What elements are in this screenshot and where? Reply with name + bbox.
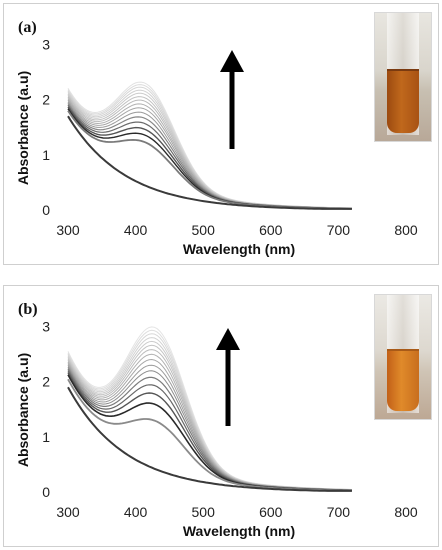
vial-photo-b xyxy=(374,294,432,420)
chart-panel-b: (b) 300 400 500 600 700 800 0 1 2 3 Wavelength (n… xyxy=(3,285,439,547)
x-tick-label: 500 xyxy=(192,504,216,520)
x-axis-title-b: Wavelength (nm) xyxy=(183,523,295,539)
y-tick-label: 0 xyxy=(42,484,50,500)
series-line-b-8 xyxy=(67,358,352,491)
y-tick-label: 1 xyxy=(42,429,50,445)
series-line-a-0 xyxy=(67,115,352,210)
x-tick-label: 600 xyxy=(259,222,283,238)
x-tick-label: 300 xyxy=(56,222,80,238)
chart-b-svg: (b) 300 400 500 600 700 800 0 1 2 3 Wavelength (n… xyxy=(15,301,418,539)
tick-group-b: 300 400 500 600 700 800 0 1 2 3 xyxy=(42,319,418,520)
trend-arrow-a xyxy=(220,50,244,149)
arrow-head-b xyxy=(216,328,240,350)
x-tick-label: 400 xyxy=(124,504,148,520)
y-tick-label: 1 xyxy=(42,147,50,163)
y-axis-title-b: Absorbance (a.u) xyxy=(15,353,31,467)
vial-liquid-b xyxy=(387,351,419,411)
x-tick-label: 800 xyxy=(394,504,418,520)
series-line-b-0 xyxy=(67,386,352,492)
tick-group-a: 300 400 500 600 700 800 0 1 2 3 xyxy=(42,37,418,238)
x-tick-label: 300 xyxy=(56,504,80,520)
y-tick-label: 3 xyxy=(42,319,50,335)
chart-panel-a: (a) 300 400 500 600 700 800 0 1 2 3 Wavelength (n… xyxy=(3,3,439,265)
y-tick-label: 0 xyxy=(42,202,50,218)
x-tick-label: 500 xyxy=(192,222,216,238)
x-tick-label: 700 xyxy=(327,222,351,238)
x-tick-label: 400 xyxy=(124,222,148,238)
panel-label-a: (a) xyxy=(18,19,37,36)
series-group-b xyxy=(67,326,352,492)
x-tick-label: 700 xyxy=(327,504,351,520)
y-tick-label: 3 xyxy=(42,37,50,53)
chart-a-svg: (a) 300 400 500 600 700 800 0 1 2 3 Wavelength (n… xyxy=(15,19,418,257)
series-line-b-1 xyxy=(67,378,352,492)
trend-arrow-b xyxy=(216,328,240,426)
y-axis-title-a: Absorbance (a.u) xyxy=(15,71,31,185)
panel-label-b: (b) xyxy=(18,301,38,318)
arrow-head-a xyxy=(220,50,244,72)
x-tick-label: 800 xyxy=(394,222,418,238)
x-tick-label: 600 xyxy=(259,504,283,520)
y-tick-label: 2 xyxy=(42,92,50,108)
series-group-a xyxy=(67,81,352,210)
series-line-a-6 xyxy=(67,101,352,209)
x-axis-title-a: Wavelength (nm) xyxy=(183,241,295,257)
y-tick-label: 2 xyxy=(42,374,50,390)
series-line-a-7 xyxy=(67,99,352,209)
vial-photo-a xyxy=(374,12,432,142)
vial-liquid-a xyxy=(387,71,419,133)
